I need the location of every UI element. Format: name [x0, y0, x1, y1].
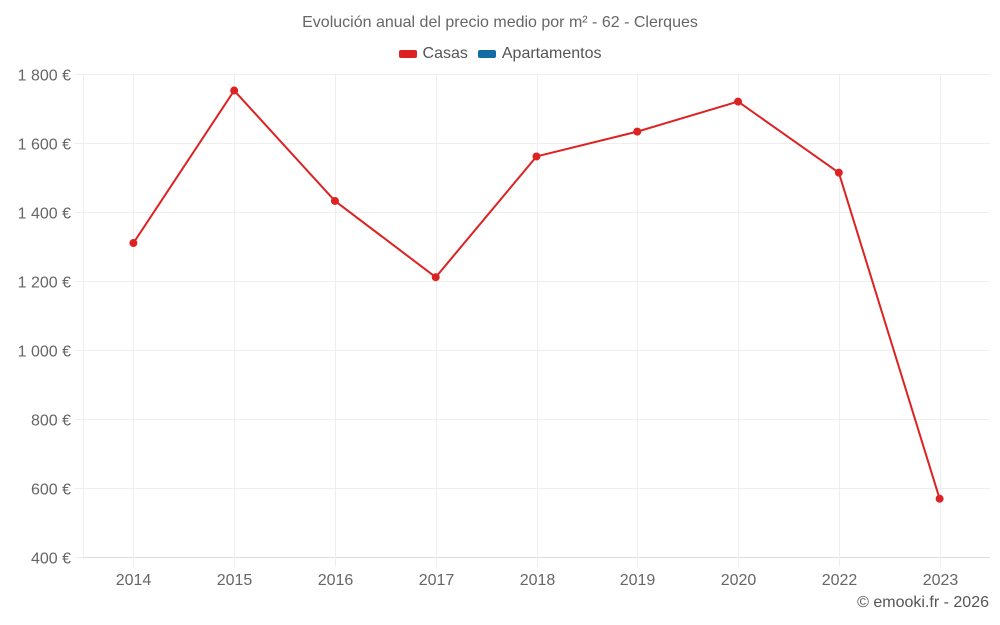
x-tick-label: 2018 [520, 572, 556, 589]
y-tick-label: 1 600 € [18, 137, 71, 154]
gridlines [83, 74, 990, 567]
series-casas [129, 86, 944, 503]
y-tick-label: 1 800 € [18, 68, 71, 85]
legend: Casas Apartamentos [0, 45, 1000, 63]
x-tick-label: 2020 [721, 572, 757, 589]
chart-title: Evolución anual del precio medio por m² … [302, 14, 698, 31]
data-point-2017[interactable] [431, 273, 440, 282]
legend-label-apartamentos: Apartamentos [501, 45, 602, 62]
y-tick-label: 400 € [31, 551, 71, 568]
data-point-2015[interactable] [230, 86, 239, 95]
x-tick-label: 2017 [419, 572, 455, 589]
legend-label-casas: Casas [422, 45, 468, 62]
legend-item-apartamentos[interactable]: Apartamentos [477, 45, 602, 63]
legend-swatch-apartamentos [477, 50, 496, 58]
legend-item-casas[interactable]: Casas [398, 45, 468, 63]
data-point-2014[interactable] [129, 239, 138, 248]
data-point-2019[interactable] [633, 127, 642, 136]
legend-swatch-casas [398, 50, 417, 58]
x-tick-label: 2023 [923, 572, 959, 589]
y-tick-label: 1 400 € [18, 206, 71, 223]
series-line [132, 89, 941, 499]
x-tick-label: 2015 [217, 572, 253, 589]
x-tick-label: 2019 [620, 572, 656, 589]
y-tick-label: 1 000 € [18, 344, 71, 361]
data-point-2016[interactable] [330, 196, 339, 205]
x-tick-label: 2016 [318, 572, 354, 589]
x-axis: 2014 2015 2016 2017 2018 2019 2020 2022 2023 [116, 572, 959, 589]
data-point-2018[interactable] [532, 152, 541, 161]
y-tick-label: 1 200 € [18, 275, 71, 292]
credit-text: © emooki.fr - 2026 [857, 594, 989, 611]
y-axis: 400 € 600 € 800 € 1 000 € 1 200 € 1 400 € 1 60… [18, 68, 83, 568]
x-tick-label: 2014 [116, 572, 152, 589]
data-point-2023[interactable] [935, 494, 944, 503]
data-point-2022[interactable] [834, 168, 843, 177]
y-tick-label: 800 € [31, 413, 71, 430]
x-tick-label: 2022 [822, 572, 858, 589]
data-point-2020[interactable] [734, 97, 743, 106]
y-tick-label: 600 € [31, 482, 71, 499]
